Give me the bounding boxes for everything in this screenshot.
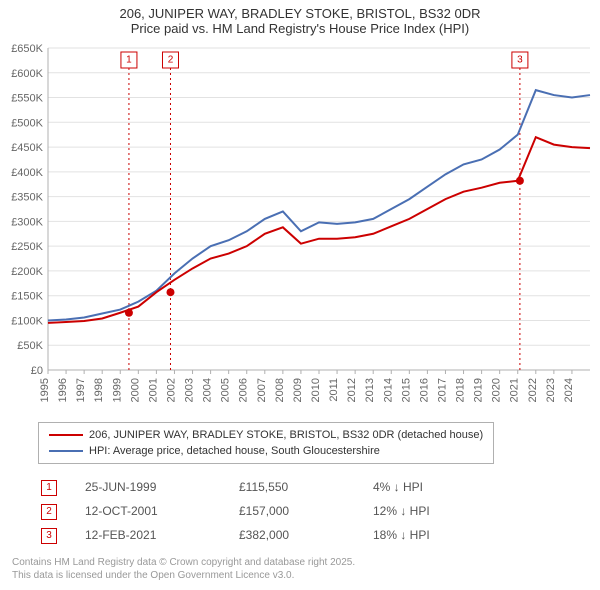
transaction-row-number: 2 xyxy=(41,504,57,520)
x-axis-tick-label: 2010 xyxy=(310,378,322,402)
y-axis-tick-label: £300K xyxy=(11,216,43,228)
x-axis-tick-label: 2024 xyxy=(563,378,575,402)
legend-swatch-icon xyxy=(49,450,83,452)
x-axis-tick-label: 2006 xyxy=(238,378,250,402)
legend-label: 206, JUNIPER WAY, BRADLEY STOKE, BRISTOL… xyxy=(89,429,483,441)
x-axis-tick-label: 2001 xyxy=(147,378,159,402)
legend-row: 206, JUNIPER WAY, BRADLEY STOKE, BRISTOL… xyxy=(49,427,483,443)
transaction-row-number: 3 xyxy=(41,528,57,544)
x-axis-tick-label: 2013 xyxy=(364,378,376,402)
x-axis-tick-label: 2023 xyxy=(545,378,557,402)
x-axis-tick-label: 2004 xyxy=(202,378,214,402)
transaction-marker-number: 1 xyxy=(126,55,132,66)
x-axis-tick-label: 2011 xyxy=(328,378,340,402)
x-axis-tick-label: 2002 xyxy=(165,378,177,402)
y-axis-tick-label: £150K xyxy=(11,291,43,303)
y-axis-tick-label: £0 xyxy=(31,365,43,377)
transaction-date: 12-FEB-2021 xyxy=(84,524,236,546)
transaction-marker-number: 2 xyxy=(168,55,174,66)
transaction-point-icon xyxy=(166,288,174,296)
legend-swatch-icon xyxy=(49,434,83,436)
y-axis-tick-label: £450K xyxy=(11,142,43,154)
x-axis-tick-label: 2003 xyxy=(184,378,196,402)
transaction-row: 3 12-FEB-2021£382,00018% ↓ HPI xyxy=(40,524,494,546)
x-axis-tick-label: 2017 xyxy=(436,378,448,402)
transaction-hpi-diff: 4% ↓ HPI xyxy=(372,476,494,498)
series-property xyxy=(48,137,590,323)
y-axis-tick-label: £200K xyxy=(11,266,43,278)
chart-title-main: 206, JUNIPER WAY, BRADLEY STOKE, BRISTOL… xyxy=(0,6,600,21)
line-chart-svg: £0 £50K £100K £150K £200K £250K £300K £350K £400… xyxy=(0,38,600,418)
legend: 206, JUNIPER WAY, BRADLEY STOKE, BRISTOL… xyxy=(38,422,494,464)
x-axis-tick-label: 2021 xyxy=(509,378,521,402)
x-axis-tick-label: 2005 xyxy=(220,378,232,402)
x-axis-tick-label: 2018 xyxy=(455,378,467,402)
chart-area: £0 £50K £100K £150K £200K £250K £300K £350K £400… xyxy=(0,38,600,418)
footnote: Contains HM Land Registry data © Crown c… xyxy=(12,556,600,582)
y-axis-tick-label: £550K xyxy=(11,93,43,105)
transaction-hpi-diff: 12% ↓ HPI xyxy=(372,500,494,522)
legend-row: HPI: Average price, detached house, Sout… xyxy=(49,443,483,459)
transaction-price: £115,550 xyxy=(238,476,370,498)
transaction-row: 1 25-JUN-1999£115,5504% ↓ HPI xyxy=(40,476,494,498)
transaction-point-icon xyxy=(516,177,524,185)
x-axis-tick-label: 2019 xyxy=(473,378,485,402)
transaction-date: 25-JUN-1999 xyxy=(84,476,236,498)
transaction-price: £157,000 xyxy=(238,500,370,522)
x-axis-tick-label: 1999 xyxy=(111,378,123,402)
transactions-table: 1 25-JUN-1999£115,5504% ↓ HPI 2 12-OCT-2001… xyxy=(38,474,496,548)
x-axis-tick-label: 1995 xyxy=(39,378,51,402)
footnote-line-1: Contains HM Land Registry data © Crown c… xyxy=(12,556,600,569)
transaction-point-icon xyxy=(125,309,133,317)
y-axis-tick-label: £500K xyxy=(11,117,43,129)
y-axis-tick-label: £600K xyxy=(11,68,43,80)
chart-title-block: 206, JUNIPER WAY, BRADLEY STOKE, BRISTOL… xyxy=(0,0,600,36)
x-axis-tick-label: 2022 xyxy=(527,378,539,402)
y-axis-tick-label: £650K xyxy=(11,43,43,55)
x-axis-tick-label: 2007 xyxy=(256,378,268,402)
x-axis-tick-label: 2016 xyxy=(418,378,430,402)
transaction-date: 12-OCT-2001 xyxy=(84,500,236,522)
legend-label: HPI: Average price, detached house, Sout… xyxy=(89,445,380,457)
x-axis-tick-label: 2014 xyxy=(382,378,394,402)
y-axis-tick-label: £400K xyxy=(11,167,43,179)
transaction-marker-number: 3 xyxy=(517,55,523,66)
y-axis-tick-label: £100K xyxy=(11,315,43,327)
x-axis-tick-label: 1996 xyxy=(57,378,69,402)
x-axis-tick-label: 2015 xyxy=(400,378,412,402)
x-axis-tick-label: 2000 xyxy=(129,378,141,402)
x-axis-tick-label: 1998 xyxy=(93,378,105,402)
x-axis-tick-label: 2020 xyxy=(491,378,503,402)
footnote-line-2: This data is licensed under the Open Gov… xyxy=(12,569,600,582)
transaction-row-number: 1 xyxy=(41,480,57,496)
y-axis-tick-label: £50K xyxy=(17,340,43,352)
transaction-price: £382,000 xyxy=(238,524,370,546)
transaction-hpi-diff: 18% ↓ HPI xyxy=(372,524,494,546)
transaction-row: 2 12-OCT-2001£157,00012% ↓ HPI xyxy=(40,500,494,522)
x-axis-tick-label: 1997 xyxy=(75,378,87,402)
x-axis-tick-label: 2012 xyxy=(346,378,358,402)
y-axis-tick-label: £250K xyxy=(11,241,43,253)
chart-title-sub: Price paid vs. HM Land Registry's House … xyxy=(0,21,600,36)
x-axis-tick-label: 2008 xyxy=(274,378,286,402)
y-axis-tick-label: £350K xyxy=(11,192,43,204)
x-axis-tick-label: 2009 xyxy=(292,378,304,402)
